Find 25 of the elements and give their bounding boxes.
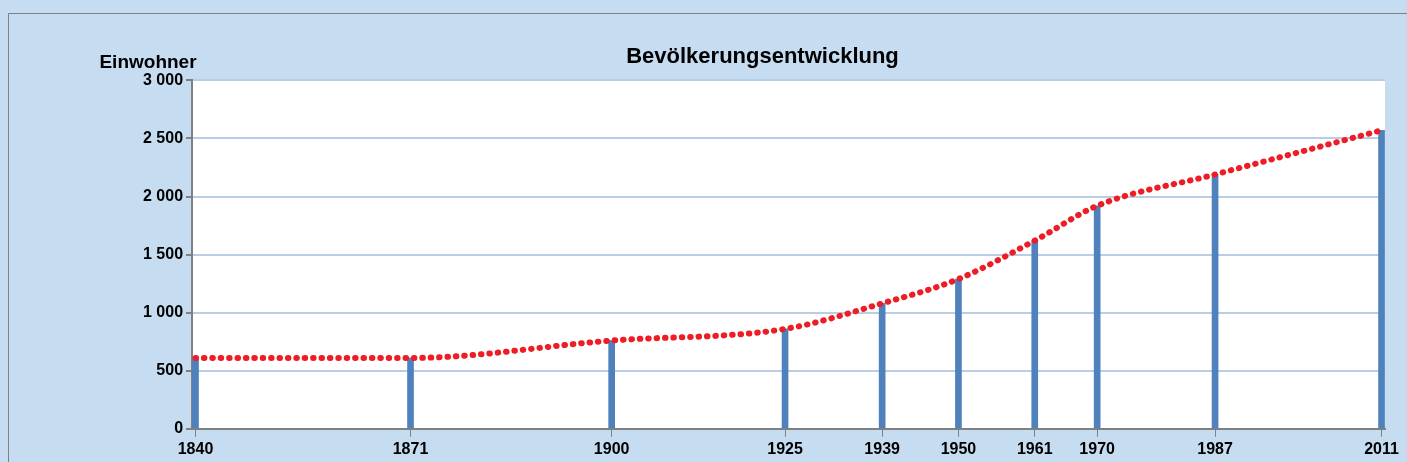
x-tick-label: 1950: [940, 439, 977, 457]
x-tick-label: 1871: [392, 439, 429, 457]
bar: [1378, 130, 1385, 429]
y-tick-label: 2 000: [142, 186, 184, 204]
bar: [955, 278, 962, 429]
y-tick-label: 3 000: [142, 70, 184, 88]
bar: [608, 340, 615, 429]
x-tick-label: 1840: [177, 439, 214, 457]
x-tick-label: 2011: [1364, 439, 1399, 457]
bar: [1031, 240, 1039, 429]
x-tick-label: 1987: [1197, 439, 1233, 457]
y-tick-label: 0: [174, 419, 184, 437]
x-tick-label: 1961: [1016, 439, 1053, 457]
x-tick-label: 1939: [864, 439, 901, 457]
y-tick-label: 1 000: [142, 303, 184, 321]
x-tick-label: 1970: [1079, 439, 1116, 457]
y-tick-label: 1 500: [142, 245, 184, 263]
y-axis-title: Einwohner: [99, 51, 198, 73]
x-tick-label: 1900: [593, 439, 630, 457]
y-tick-label: 2 500: [142, 128, 184, 146]
bar: [192, 357, 199, 429]
x-tick-label: 1925: [767, 439, 803, 457]
chart-title: Bevölkerungsentwicklung: [626, 43, 899, 69]
bar: [407, 357, 414, 429]
y-tick-label: 500: [156, 361, 184, 379]
